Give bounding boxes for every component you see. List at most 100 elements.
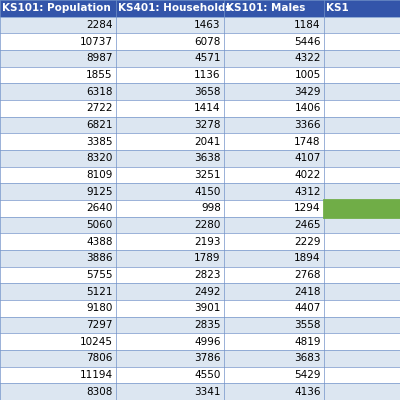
Bar bbox=[224, 83, 324, 100]
Bar bbox=[0, 283, 116, 300]
Text: 2768: 2768 bbox=[294, 270, 321, 280]
Text: 4550: 4550 bbox=[194, 370, 221, 380]
Bar bbox=[324, 333, 400, 350]
Bar bbox=[116, 383, 224, 400]
Bar bbox=[116, 300, 224, 317]
Text: 4571: 4571 bbox=[194, 53, 221, 63]
Text: 2229: 2229 bbox=[294, 237, 321, 247]
Text: 3638: 3638 bbox=[194, 153, 221, 163]
Bar bbox=[324, 150, 400, 167]
Text: 6318: 6318 bbox=[86, 87, 113, 97]
Bar bbox=[0, 167, 116, 183]
Bar bbox=[324, 200, 400, 217]
Bar bbox=[324, 183, 400, 200]
Bar bbox=[0, 150, 116, 167]
Bar bbox=[324, 50, 400, 67]
Text: 6078: 6078 bbox=[194, 37, 221, 47]
Text: 2823: 2823 bbox=[194, 270, 221, 280]
Bar bbox=[0, 333, 116, 350]
Text: 2284: 2284 bbox=[86, 20, 113, 30]
Bar bbox=[324, 83, 400, 100]
Text: 8308: 8308 bbox=[86, 387, 113, 397]
Text: 2722: 2722 bbox=[86, 103, 113, 113]
Text: 5121: 5121 bbox=[86, 287, 113, 297]
Bar bbox=[324, 167, 400, 183]
Bar bbox=[0, 17, 116, 33]
Bar bbox=[0, 250, 116, 267]
Bar bbox=[324, 300, 400, 317]
Bar bbox=[324, 67, 400, 83]
Text: 4107: 4107 bbox=[294, 153, 321, 163]
Text: 3786: 3786 bbox=[194, 353, 221, 363]
Text: 1406: 1406 bbox=[294, 103, 321, 113]
Text: 5060: 5060 bbox=[86, 220, 113, 230]
Bar bbox=[224, 283, 324, 300]
Bar bbox=[224, 50, 324, 67]
Bar bbox=[116, 150, 224, 167]
Bar bbox=[224, 150, 324, 167]
Bar bbox=[116, 267, 224, 283]
Bar bbox=[116, 83, 224, 100]
Text: 9180: 9180 bbox=[86, 303, 113, 313]
Bar bbox=[324, 100, 400, 117]
Bar bbox=[224, 333, 324, 350]
Bar bbox=[224, 67, 324, 83]
Bar bbox=[224, 133, 324, 150]
Bar bbox=[324, 267, 400, 283]
Text: KS101: Males: KS101: Males bbox=[226, 3, 305, 13]
Bar bbox=[324, 0, 400, 17]
Bar bbox=[116, 117, 224, 133]
Text: 1184: 1184 bbox=[294, 20, 321, 30]
Bar bbox=[0, 200, 116, 217]
Bar bbox=[224, 200, 324, 217]
Text: 7806: 7806 bbox=[86, 353, 113, 363]
Text: 3901: 3901 bbox=[194, 303, 221, 313]
Text: 5446: 5446 bbox=[294, 37, 321, 47]
Text: 4322: 4322 bbox=[294, 53, 321, 63]
Bar bbox=[0, 317, 116, 333]
Bar bbox=[116, 167, 224, 183]
Bar bbox=[0, 383, 116, 400]
Bar bbox=[116, 17, 224, 33]
Text: 8320: 8320 bbox=[86, 153, 113, 163]
Text: 1789: 1789 bbox=[194, 253, 221, 263]
Bar bbox=[0, 100, 116, 117]
Text: 4388: 4388 bbox=[86, 237, 113, 247]
Bar bbox=[116, 183, 224, 200]
Bar bbox=[116, 50, 224, 67]
Text: 2640: 2640 bbox=[86, 203, 113, 213]
Bar bbox=[116, 217, 224, 233]
Text: 8987: 8987 bbox=[86, 53, 113, 63]
Text: 3341: 3341 bbox=[194, 387, 221, 397]
Bar bbox=[224, 183, 324, 200]
Bar bbox=[324, 233, 400, 250]
Bar bbox=[324, 283, 400, 300]
Bar bbox=[224, 267, 324, 283]
Bar bbox=[324, 117, 400, 133]
Text: 1463: 1463 bbox=[194, 20, 221, 30]
Bar bbox=[0, 117, 116, 133]
Bar bbox=[0, 350, 116, 367]
Bar bbox=[324, 133, 400, 150]
Bar bbox=[224, 350, 324, 367]
Bar bbox=[324, 350, 400, 367]
Text: 5429: 5429 bbox=[294, 370, 321, 380]
Text: 1294: 1294 bbox=[294, 203, 321, 213]
Bar bbox=[116, 233, 224, 250]
Bar bbox=[224, 33, 324, 50]
Text: 3251: 3251 bbox=[194, 170, 221, 180]
Text: 2465: 2465 bbox=[294, 220, 321, 230]
Bar bbox=[116, 133, 224, 150]
Bar bbox=[0, 300, 116, 317]
Text: 1855: 1855 bbox=[86, 70, 113, 80]
Text: 10245: 10245 bbox=[80, 337, 113, 347]
Bar bbox=[116, 367, 224, 383]
Text: 6821: 6821 bbox=[86, 120, 113, 130]
Bar bbox=[116, 33, 224, 50]
Bar bbox=[224, 367, 324, 383]
Bar bbox=[0, 233, 116, 250]
Text: 4996: 4996 bbox=[194, 337, 221, 347]
Bar bbox=[0, 217, 116, 233]
Text: KS101: Population: KS101: Population bbox=[2, 3, 111, 13]
Text: 11194: 11194 bbox=[80, 370, 113, 380]
